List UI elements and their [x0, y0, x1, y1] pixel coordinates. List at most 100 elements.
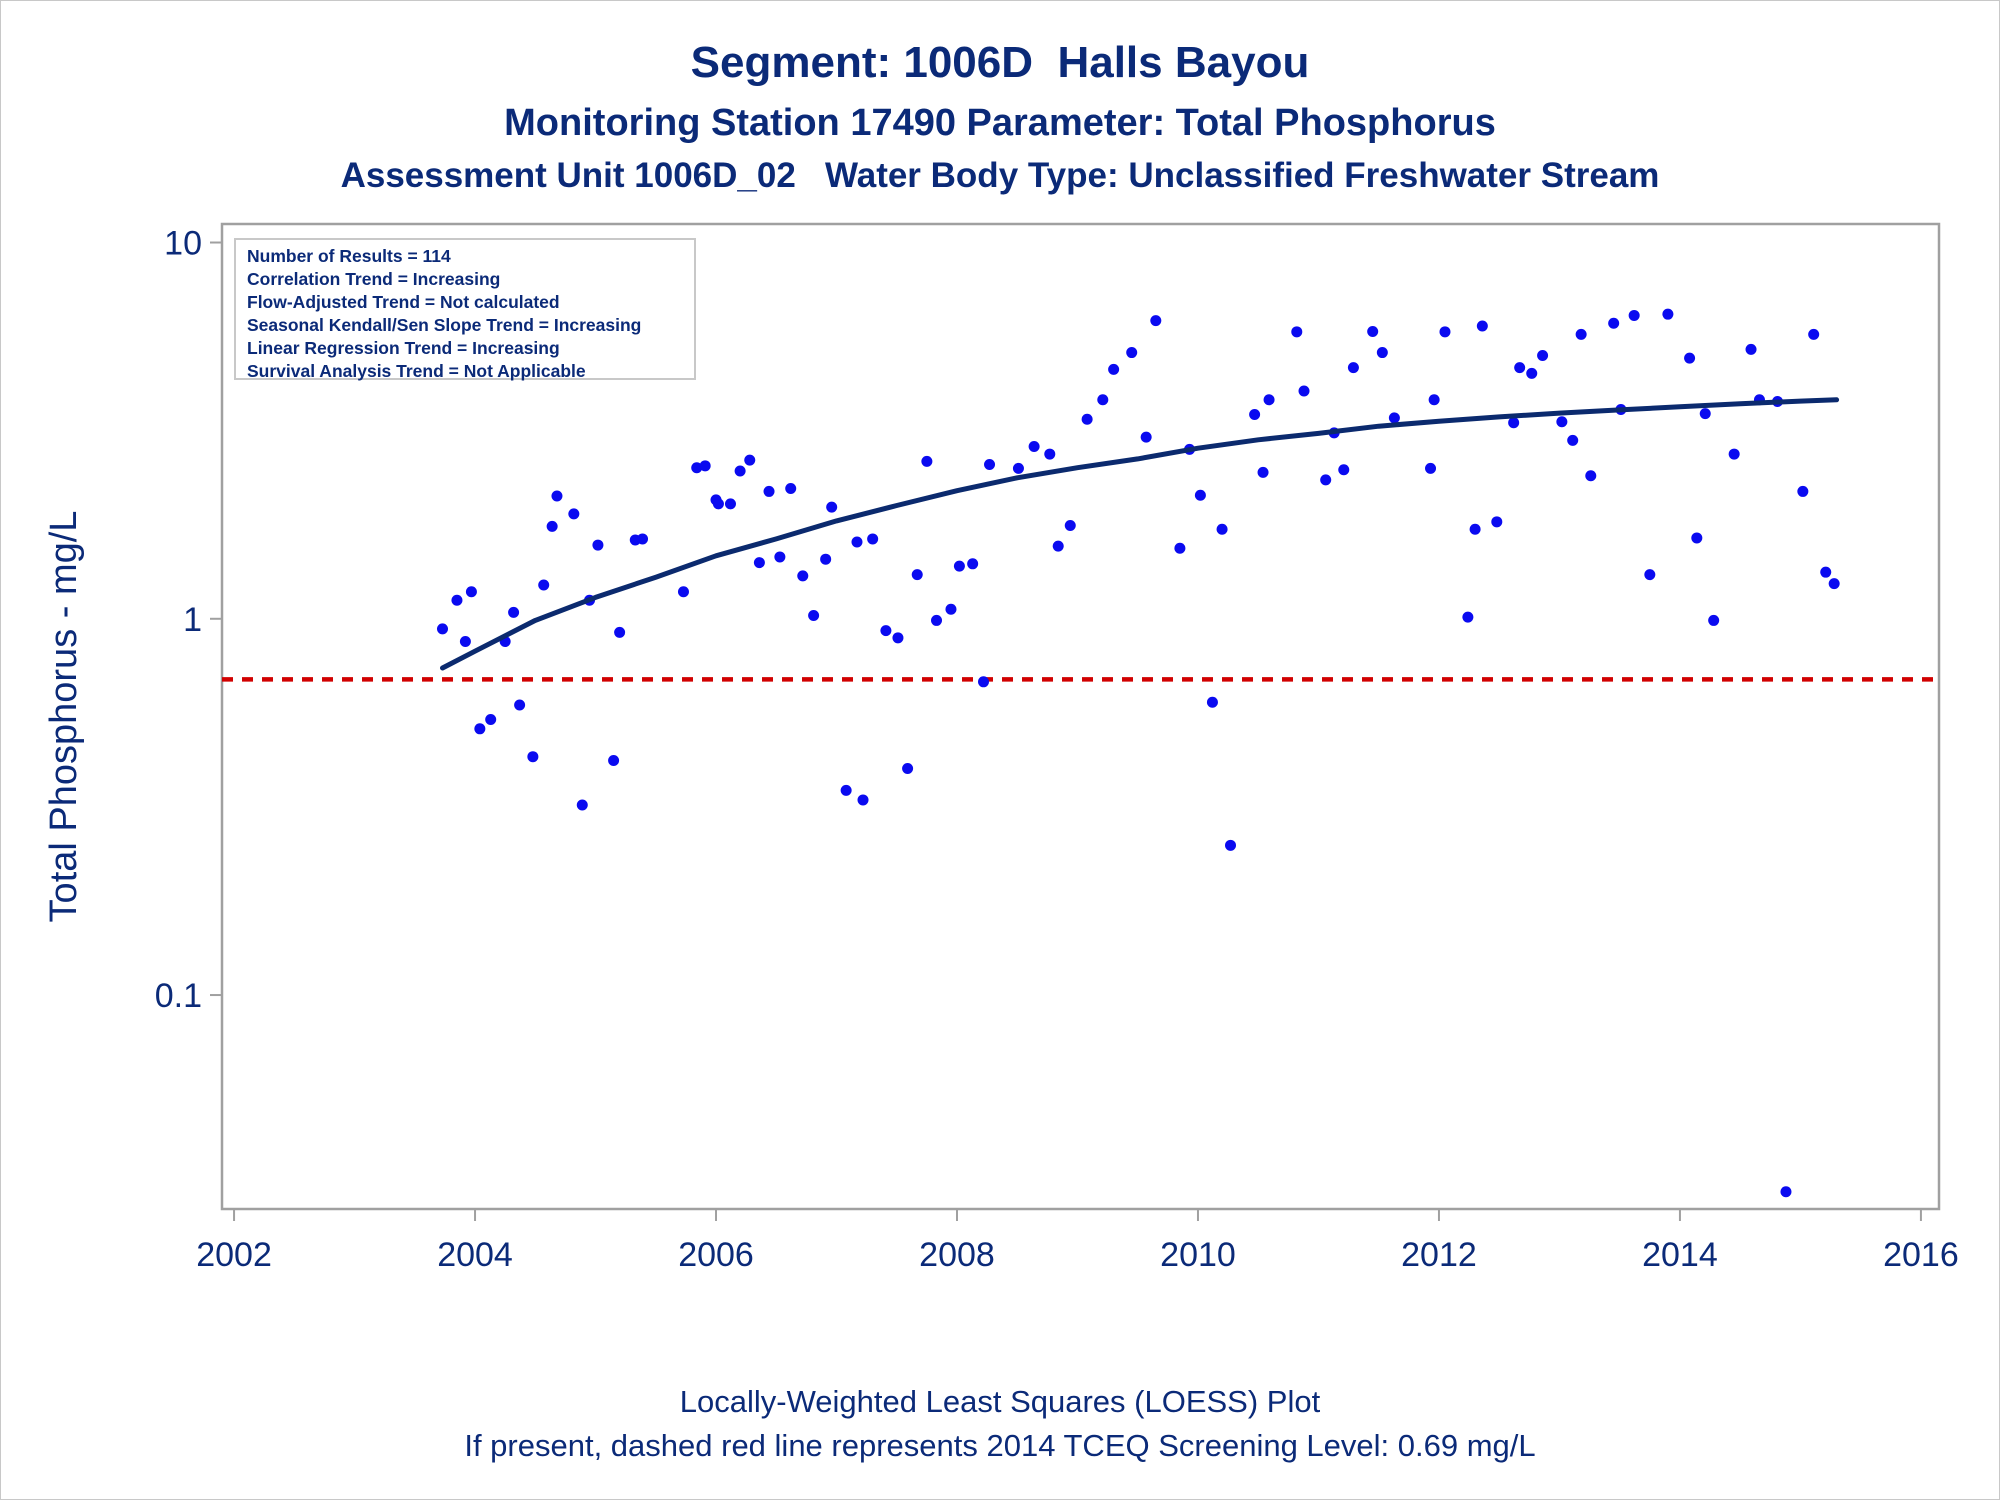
data-point: [1828, 578, 1840, 590]
plot-area-border: [220, 222, 1941, 1211]
data-point: [1820, 566, 1832, 578]
data-point: [880, 625, 892, 637]
data-point: [1575, 328, 1587, 340]
chart-subtitle-2: Assessment Unit 1006D_02 Water Body Type…: [340, 156, 1660, 195]
data-point: [1708, 614, 1720, 626]
data-point: [1225, 839, 1237, 851]
data-point: [1662, 308, 1674, 320]
data-point: [1206, 696, 1218, 708]
stat-line-linear-regression: Linear Regression Trend = Increasing: [247, 338, 560, 358]
data-point: [677, 586, 689, 598]
data-point: [921, 455, 933, 467]
loess-curve: [440, 397, 1840, 671]
data-point: [931, 614, 943, 626]
data-point: [774, 551, 786, 563]
data-point: [1194, 489, 1206, 501]
data-point: [763, 485, 775, 497]
data-point: [1257, 466, 1269, 478]
data-point: [436, 623, 448, 635]
data-point: [1291, 326, 1303, 338]
x-tick-label: 2014: [1642, 1236, 1718, 1274]
trend-stats-box: Number of Results = 114 Correlation Tren…: [234, 238, 696, 381]
data-point: [1728, 448, 1740, 460]
data-point: [797, 570, 809, 582]
data-point: [1140, 431, 1152, 443]
data-point: [902, 763, 914, 775]
data-point: [1028, 440, 1040, 452]
x-tick-label: 2002: [196, 1236, 272, 1274]
data-point: [637, 533, 649, 545]
data-point: [614, 626, 626, 638]
data-point: [1699, 408, 1711, 420]
chart-subtitle: Monitoring Station 17490 Parameter: Tota…: [504, 102, 1496, 144]
data-point: [1808, 328, 1820, 340]
data-point: [568, 508, 580, 520]
data-point: [1608, 317, 1620, 329]
data-point: [1780, 1186, 1792, 1198]
y-axis-title: Total Phosphorus - mg/L: [43, 511, 85, 923]
data-point: [1064, 519, 1076, 531]
data-point: [1376, 347, 1388, 359]
data-point: [1462, 611, 1474, 623]
data-point: [1556, 416, 1568, 428]
data-point: [474, 723, 486, 735]
data-point: [608, 755, 620, 767]
data-point: [1126, 347, 1138, 359]
data-point: [826, 501, 838, 513]
x-tick-label: 2006: [678, 1236, 754, 1274]
data-point: [820, 553, 832, 565]
y-tick-label: 0.1: [155, 977, 202, 1015]
data-point: [485, 713, 497, 725]
data-point: [1628, 309, 1640, 321]
data-point: [514, 699, 526, 711]
data-point: [945, 603, 957, 615]
data-point: [1388, 412, 1400, 424]
data-point: [1081, 413, 1093, 425]
data-point: [1012, 462, 1024, 474]
data-point: [1428, 394, 1440, 406]
stat-line-flow-adjusted: Flow-Adjusted Trend = Not calculated: [247, 292, 560, 312]
stat-line-correlation: Correlation Trend = Increasing: [247, 269, 501, 289]
data-point: [1797, 485, 1809, 497]
data-point: [1476, 320, 1488, 332]
data-point: [1249, 409, 1261, 421]
x-tick-label: 2010: [1160, 1236, 1236, 1274]
data-point: [1347, 362, 1359, 374]
y-tick-label: 1: [183, 601, 202, 639]
data-point: [1439, 326, 1451, 338]
data-point: [546, 520, 558, 532]
data-point: [1174, 542, 1186, 554]
data-point: [1108, 363, 1120, 375]
data-point: [1150, 315, 1162, 327]
data-point: [911, 569, 923, 581]
x-tick-label: 2016: [1883, 1236, 1959, 1274]
footnote-loess: Locally-Weighted Least Squares (LOESS) P…: [679, 1384, 1321, 1419]
stat-line-survival-analysis: Survival Analysis Trend = Not Applicable: [247, 361, 586, 381]
x-tick-label: 2012: [1401, 1236, 1477, 1274]
data-point: [953, 560, 965, 572]
data-point: [1425, 462, 1437, 474]
data-point: [1585, 470, 1597, 482]
data-point: [1684, 352, 1696, 364]
data-point: [1469, 523, 1481, 535]
data-point: [1491, 516, 1503, 528]
data-point: [1508, 417, 1520, 429]
data-point: [576, 799, 588, 811]
x-tick-label: 2008: [919, 1236, 995, 1274]
data-point: [1644, 569, 1656, 581]
data-point: [808, 610, 820, 622]
data-point: [712, 498, 724, 510]
data-point: [892, 632, 904, 644]
data-point: [978, 676, 990, 688]
data-point: [1263, 394, 1275, 406]
data-point: [465, 586, 477, 598]
data-point: [691, 462, 703, 474]
data-point: [984, 459, 996, 471]
data-point: [967, 558, 979, 570]
y-tick-label: 10: [164, 225, 202, 263]
data-point: [724, 498, 736, 510]
data-point: [1514, 362, 1526, 374]
data-point: [867, 533, 879, 545]
data-point: [592, 539, 604, 551]
